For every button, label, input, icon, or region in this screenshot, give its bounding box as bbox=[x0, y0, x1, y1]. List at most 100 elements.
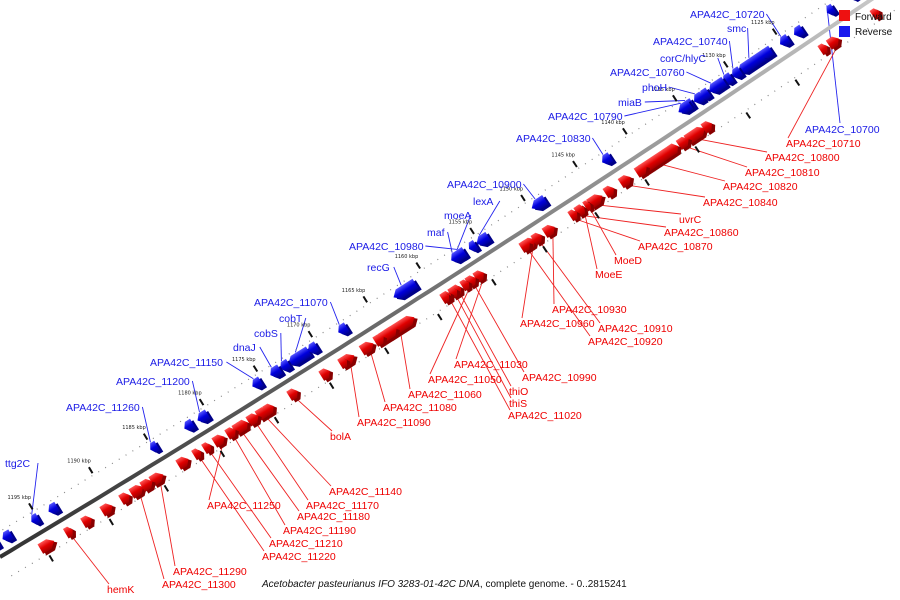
gene-block-forward bbox=[236, 419, 251, 434]
tick-mark-inner bbox=[163, 484, 170, 492]
leader-line-reverse bbox=[644, 100, 685, 103]
gene-label-forward: APA42C_11190 bbox=[283, 525, 356, 537]
tick-label: 1185 kbp bbox=[122, 425, 146, 431]
gene-block-reverse bbox=[709, 80, 726, 95]
tick-label: 1145 kbp bbox=[551, 153, 575, 159]
gene-label-forward: APA42C_10810 bbox=[745, 167, 820, 179]
tick-mark-inner bbox=[328, 382, 335, 390]
gene-label-reverse: cobS bbox=[254, 328, 278, 340]
gene-block-reverse bbox=[732, 66, 747, 81]
gene-block-forward bbox=[817, 43, 831, 57]
gene-label-reverse: lexA bbox=[473, 196, 493, 208]
tick-mark-inner bbox=[48, 554, 54, 562]
tick-mark bbox=[142, 433, 149, 441]
gene-block-forward bbox=[118, 492, 133, 507]
tick-label: 1195 kbp bbox=[8, 495, 32, 501]
gene-label-forward: APA42C_10800 bbox=[765, 152, 840, 164]
gene-block-reverse bbox=[848, 0, 862, 2]
gene-label-forward: APA42C_10860 bbox=[664, 227, 739, 239]
gene-block-forward bbox=[633, 164, 651, 180]
leader-line-forward bbox=[582, 215, 667, 228]
gene-block-forward bbox=[439, 292, 453, 306]
tick-mark-inner bbox=[644, 178, 650, 186]
gene-block-forward bbox=[567, 209, 581, 223]
leader-line-forward bbox=[139, 495, 165, 580]
gene-block-reverse bbox=[308, 341, 323, 356]
leader-line-forward bbox=[210, 452, 272, 539]
leader-line-forward bbox=[521, 248, 534, 319]
gene-label-forward: thiO bbox=[509, 386, 528, 398]
leader-line-forward bbox=[584, 214, 598, 270]
leader-line-forward bbox=[370, 351, 386, 403]
gene-block-forward bbox=[318, 368, 334, 383]
gene-label-forward: thiS bbox=[509, 398, 527, 410]
leader-line-forward bbox=[71, 536, 110, 585]
gene-label-reverse: APA42C_10760 bbox=[610, 67, 685, 79]
tick-mark bbox=[771, 28, 778, 36]
gene-block-forward bbox=[139, 478, 156, 494]
gene-label-reverse: APA42C_11070 bbox=[254, 297, 328, 309]
gene-block-forward bbox=[262, 403, 277, 418]
gene-block-reverse bbox=[272, 364, 287, 378]
gene-label-forward: APA42C_11090 bbox=[357, 417, 431, 429]
leader-line-forward bbox=[350, 364, 360, 418]
gene-block-reverse bbox=[716, 76, 731, 91]
gene-block-reverse bbox=[0, 537, 5, 552]
leader-line-reverse bbox=[523, 183, 536, 200]
tick-mark-inner bbox=[219, 450, 226, 458]
leader-line-reverse bbox=[226, 361, 254, 380]
legend: Forward Reverse bbox=[839, 10, 893, 38]
gene-block-reverse bbox=[700, 87, 715, 102]
tick-mark-inner bbox=[108, 518, 114, 526]
gene-block-reverse bbox=[794, 24, 809, 39]
gene-label-forward: hemK bbox=[107, 584, 134, 596]
gene-block-forward bbox=[201, 442, 215, 456]
leader-line-forward bbox=[450, 300, 511, 411]
tick-mark-inner bbox=[694, 145, 700, 153]
leader-line-forward bbox=[400, 333, 411, 390]
tick-mark-inner bbox=[491, 278, 497, 286]
gene-label-reverse: APA42C_10700 bbox=[805, 124, 880, 136]
gene-block-forward bbox=[191, 448, 205, 462]
gene-label-forward: APA42C_11140 bbox=[329, 486, 402, 498]
tick-mark-inner bbox=[273, 416, 280, 424]
gene-block-forward bbox=[211, 434, 228, 450]
gene-block-reverse bbox=[150, 440, 164, 455]
leader-line-forward bbox=[528, 250, 591, 337]
leader-line-reverse bbox=[329, 301, 340, 325]
gene-block-forward bbox=[582, 200, 595, 213]
gene-label-forward: MoeE bbox=[595, 269, 622, 281]
gene-block-forward bbox=[602, 185, 618, 200]
gene-block-forward bbox=[700, 121, 716, 135]
gene-block-forward bbox=[530, 232, 546, 247]
leader-line-forward bbox=[660, 163, 726, 182]
gene-block-forward bbox=[825, 36, 843, 52]
gene-block-reverse bbox=[476, 231, 495, 248]
tick-mark-inner bbox=[542, 245, 548, 253]
gene-label-reverse: APA42C_10830 bbox=[516, 133, 591, 145]
gene-label-reverse: APA42C_10740 bbox=[653, 36, 728, 48]
gene-block-reverse bbox=[338, 322, 353, 337]
leader-line-forward bbox=[460, 294, 512, 387]
tick-mark-inner bbox=[437, 313, 443, 321]
leader-line-forward bbox=[456, 296, 512, 399]
leader-line-forward bbox=[686, 146, 748, 168]
gene-block-reverse bbox=[2, 529, 18, 544]
gene-blocks bbox=[0, 0, 883, 556]
legend-reverse-swatch bbox=[839, 26, 850, 37]
tick-mark bbox=[28, 502, 34, 510]
gene-block-forward bbox=[869, 8, 883, 22]
gene-label-forward: APA42C_11170 bbox=[306, 500, 379, 512]
gene-block-forward bbox=[617, 175, 635, 190]
leader-line-forward bbox=[628, 184, 706, 198]
tick-mark-inner bbox=[384, 347, 390, 355]
gene-label-forward: APA42C_10910 bbox=[598, 323, 673, 335]
genome-backbone bbox=[0, 0, 875, 559]
gene-label-forward: APA42C_10870 bbox=[638, 241, 713, 253]
leader-line-reverse bbox=[294, 317, 307, 353]
gene-block-forward bbox=[337, 357, 351, 371]
leader-line-reverse bbox=[717, 57, 725, 75]
leader-line-reverse bbox=[447, 231, 453, 253]
gene-block-forward bbox=[464, 275, 480, 290]
